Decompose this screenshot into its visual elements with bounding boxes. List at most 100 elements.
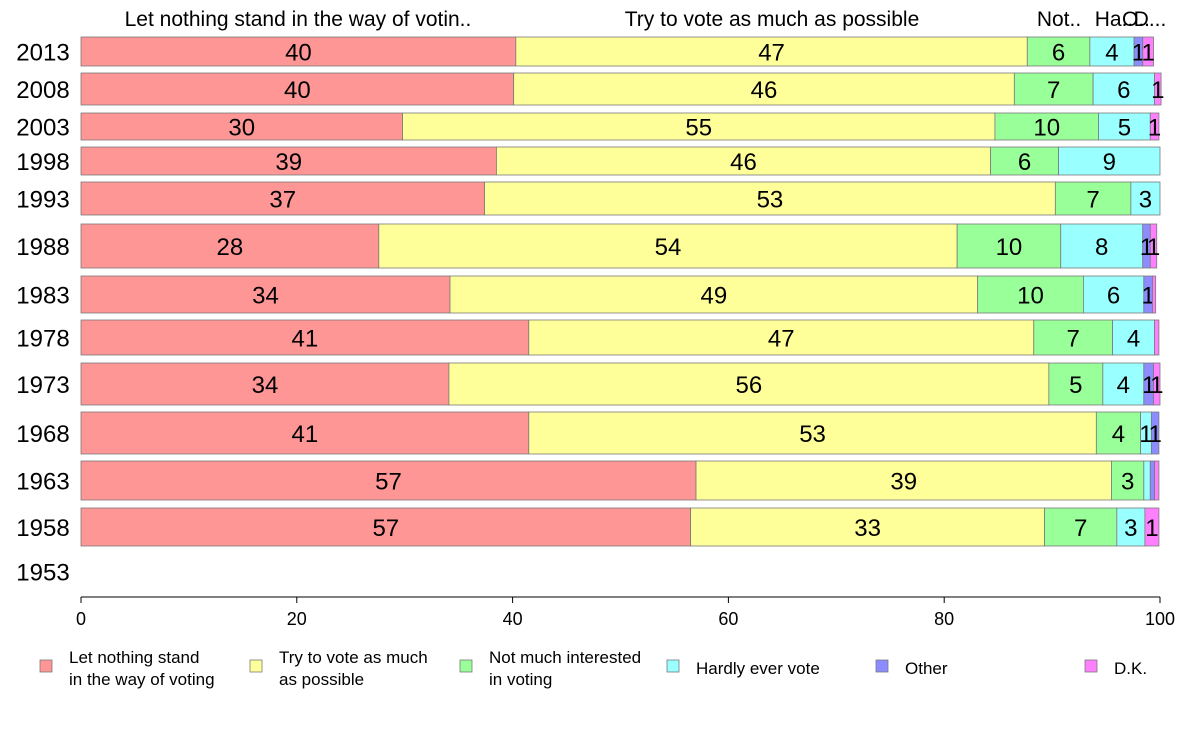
bar-segment [80,507,692,547]
data-label: 4 [1117,372,1130,399]
data-label: 3 [1139,187,1152,214]
data-label: 7 [1086,187,1099,214]
bar-segment [528,319,1035,356]
legend-swatch [875,659,889,673]
bar-segment [1149,223,1158,269]
bar-segment [1058,146,1161,176]
bar-segment [80,275,451,314]
year-label: 2003 [16,115,69,142]
data-label: 39 [275,149,302,176]
bar-segment [448,362,1050,406]
data-label: 4 [1105,40,1118,67]
legend-swatch [1084,659,1098,673]
bar-segment [1089,36,1135,67]
legend-swatch [459,659,473,673]
data-label: 57 [375,469,402,496]
data-label: 49 [700,283,727,310]
bar-segment [80,181,485,216]
data-label: 1 [1139,421,1152,448]
year-label: 1998 [16,149,69,176]
year-label: 1958 [16,515,69,542]
bar-segment [80,319,530,356]
bar-segment [80,72,515,106]
column-header: Not.. [1037,8,1081,31]
bar-segment [977,275,1084,314]
bar-segment [1153,362,1161,406]
year-label: 2008 [16,77,69,104]
legend-label: in voting [489,670,552,689]
data-label: 1 [1148,421,1161,448]
data-label: 53 [757,187,784,214]
data-label: 5 [1069,372,1082,399]
bar-segment [1060,223,1144,269]
data-label: 47 [768,326,795,353]
legend-label: D.K. [1114,659,1147,678]
data-label: 1 [1141,40,1154,67]
legend-label: Other [905,659,948,678]
data-label: 3 [1124,515,1137,542]
legend-label: as possible [279,670,364,689]
data-label: 34 [252,372,279,399]
bar-segment [80,362,450,406]
data-label: 33 [854,515,881,542]
bar-segment [528,411,1097,455]
x-tick-label: 40 [503,609,523,629]
data-label: 46 [730,149,757,176]
data-label: 39 [890,469,917,496]
bar-segment [1095,411,1141,455]
data-label: 53 [799,421,826,448]
data-label: 7 [1066,326,1079,353]
bar-segment [1143,460,1151,501]
bar-segment [1149,112,1160,141]
bar-segment [1092,72,1156,106]
data-label: 54 [655,234,682,261]
legend-label: Hardly ever vote [696,659,820,678]
data-label: 8 [1095,234,1108,261]
legend-label: Not much interested [489,648,641,667]
legend-label: in the way of voting [69,670,215,689]
data-label: 6 [1107,283,1120,310]
data-label: 28 [217,234,244,261]
legend-label: Try to vote as much [279,648,428,667]
x-tick-label: 100 [1145,609,1175,629]
bar-segment [1152,275,1157,314]
bar-segment [1150,411,1160,455]
legend-label: Let nothing stand [69,648,199,667]
bar-segment [1102,362,1145,406]
bar-segment [80,411,530,455]
data-label: 57 [372,515,399,542]
column-header: O.. [1122,8,1150,31]
data-label: 56 [736,372,763,399]
bar-segment [496,146,991,176]
bar-segment [1098,112,1151,141]
data-label: 47 [758,40,785,67]
bar-segment [695,460,1112,501]
legend-swatch [39,659,53,673]
data-label: 1 [1142,372,1155,399]
data-label: 4 [1127,326,1140,353]
bar-segment [80,223,380,269]
data-label: 1 [1141,283,1154,310]
column-header: Try to vote as much as possible [625,8,920,31]
bar-segment [402,112,996,141]
bar-segment [1044,507,1118,547]
data-label: 34 [252,283,279,310]
data-label: 3 [1121,469,1134,496]
x-tick-label: 20 [287,609,307,629]
data-label: 55 [685,115,712,142]
column-header: D... [1134,8,1167,31]
legend-swatch [249,659,263,673]
data-label: 1 [1132,40,1145,67]
bar-segment [1054,181,1132,216]
column-header: Let nothing stand in the way of votin.. [125,8,472,31]
bar-segment [690,507,1045,547]
bar-segment [956,223,1062,269]
data-label: 6 [1117,77,1130,104]
data-label: 40 [284,77,311,104]
bar-segment [80,36,517,67]
year-label: 1953 [16,560,69,587]
data-label: 46 [751,77,778,104]
bar-segment [80,112,403,141]
year-label: 2013 [16,40,69,67]
